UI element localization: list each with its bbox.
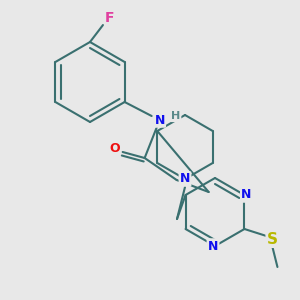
Text: N: N: [180, 172, 190, 185]
Text: F: F: [105, 11, 115, 25]
Text: O: O: [109, 142, 120, 154]
Text: S: S: [267, 232, 278, 247]
Text: N: N: [208, 239, 218, 253]
Text: H: H: [171, 111, 180, 121]
Text: N: N: [241, 188, 252, 202]
Text: N: N: [154, 113, 165, 127]
